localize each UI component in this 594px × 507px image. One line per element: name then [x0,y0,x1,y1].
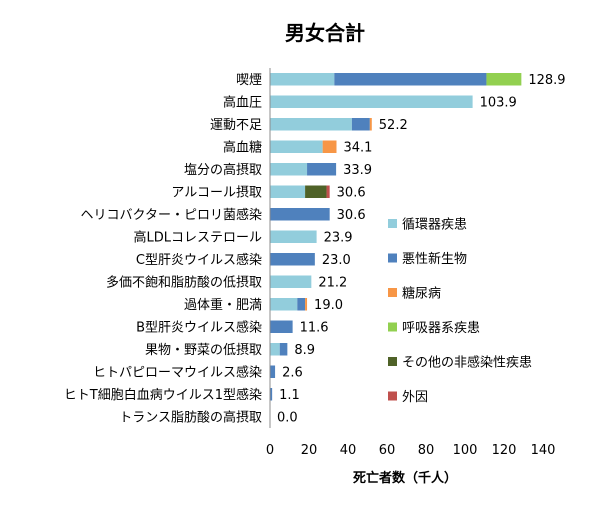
bar-segment [270,253,315,266]
legend-swatch [388,288,397,297]
category-label: 喫煙 [236,73,262,88]
legend-label: 悪性新生物 [402,251,467,267]
total-label: 23.0 [322,253,351,268]
x-tick-label: 60 [379,443,396,458]
category-label: 高LDLコレステロール [134,229,263,245]
total-label: 128.9 [528,73,565,88]
bar-segment [279,343,288,356]
chart-title: 男女合計 [285,21,365,45]
bar-segment [270,208,330,221]
total-label: 34.1 [343,140,372,155]
total-labels: 128.9 103.9 52.2 34.1 33.9 30.6 30.6 23.9 23.0 21… [277,73,566,426]
category-label: 多価不飽和脂肪酸の低摂取 [106,274,262,290]
total-label: 1.1 [279,388,300,403]
legend-label: 循環器疾患 [402,218,467,233]
category-label: B型肝炎ウイルス感染 [136,319,262,335]
bar-segment [369,118,372,131]
total-label: 103.9 [480,95,517,110]
category-label: 高血圧 [223,94,262,110]
x-axis-ticks: 0 20 40 60 80 100 120 140 [266,443,556,458]
total-label: 11.6 [300,320,329,335]
legend-label: 呼吸器系疾患 [402,321,480,336]
total-label: 33.9 [343,163,372,178]
x-tick-label: 140 [531,443,556,458]
bars-group [270,73,522,401]
total-label: 21.2 [318,275,347,290]
x-tick-label: 0 [266,443,274,458]
x-tick-label: 80 [418,443,435,458]
bar-segment [270,343,280,356]
total-label: 52.2 [379,118,408,133]
legend-swatch [388,219,397,228]
bar-segment [486,73,522,86]
bar-segment [270,95,473,108]
category-label: 過体重・肥満 [184,297,262,313]
category-label: アルコール摂取 [171,184,262,200]
x-tick-label: 100 [453,443,478,458]
bar-segment [270,275,312,288]
bar-segment [305,298,308,311]
total-label: 19.0 [314,298,343,313]
bar-segment [270,163,308,176]
legend-swatch [388,322,397,332]
category-label: C型肝炎ウイルス感染 [136,252,262,268]
bar-segment [326,185,330,198]
category-label: ヒトパピローマウイルス感染 [93,364,262,380]
bar-segment [322,140,337,153]
bar-segment [305,185,327,198]
category-label: 果物・野菜の低摂取 [145,342,262,358]
bar-segment [270,230,317,243]
bar-segment [351,118,370,131]
legend-swatch [388,391,397,401]
x-tick-label: 20 [301,443,318,458]
total-label: 2.6 [282,365,303,380]
category-label: ヒトT細胞白血病ウイルス1型感染 [64,387,262,403]
bar-segment [270,365,276,378]
category-label: 運動不足 [210,118,262,133]
legend-swatch [388,357,397,366]
legend-label: その他の非感染性疾患 [402,355,532,371]
bar-segment [270,140,323,153]
x-axis-label: 死亡者数（千人） [353,470,457,486]
legend-swatch [388,253,397,263]
category-labels: 喫煙高血圧運動不足高血糖塩分の高摂取アルコール摂取ヘリコバクター・ピロリ菌感染高… [64,73,262,426]
category-label: 高血糖 [223,139,262,155]
bar-segment [270,185,306,198]
x-tick-label: 40 [340,443,357,458]
legend-label: 外因 [402,390,428,405]
legend-label: 糖尿病 [402,286,441,302]
bar-segment [270,298,298,311]
category-label: ヘリコバクター・ピロリ菌感染 [81,207,262,223]
bar-segment [270,73,335,86]
category-label: 塩分の高摂取 [184,162,262,178]
x-tick-label: 120 [492,443,517,458]
bar-segment [270,118,352,131]
total-label: 30.6 [337,208,366,223]
bar-segment [297,298,306,311]
bar-segment [270,320,293,333]
bar-segment [334,73,487,86]
total-label: 8.9 [294,343,315,358]
category-label: トランス脂肪酸の高摂取 [119,409,262,425]
total-label: 0.0 [277,410,298,425]
bar-segment [307,163,337,176]
bar-segment [270,388,273,401]
total-label: 30.6 [337,185,366,200]
total-label: 23.9 [324,230,353,245]
